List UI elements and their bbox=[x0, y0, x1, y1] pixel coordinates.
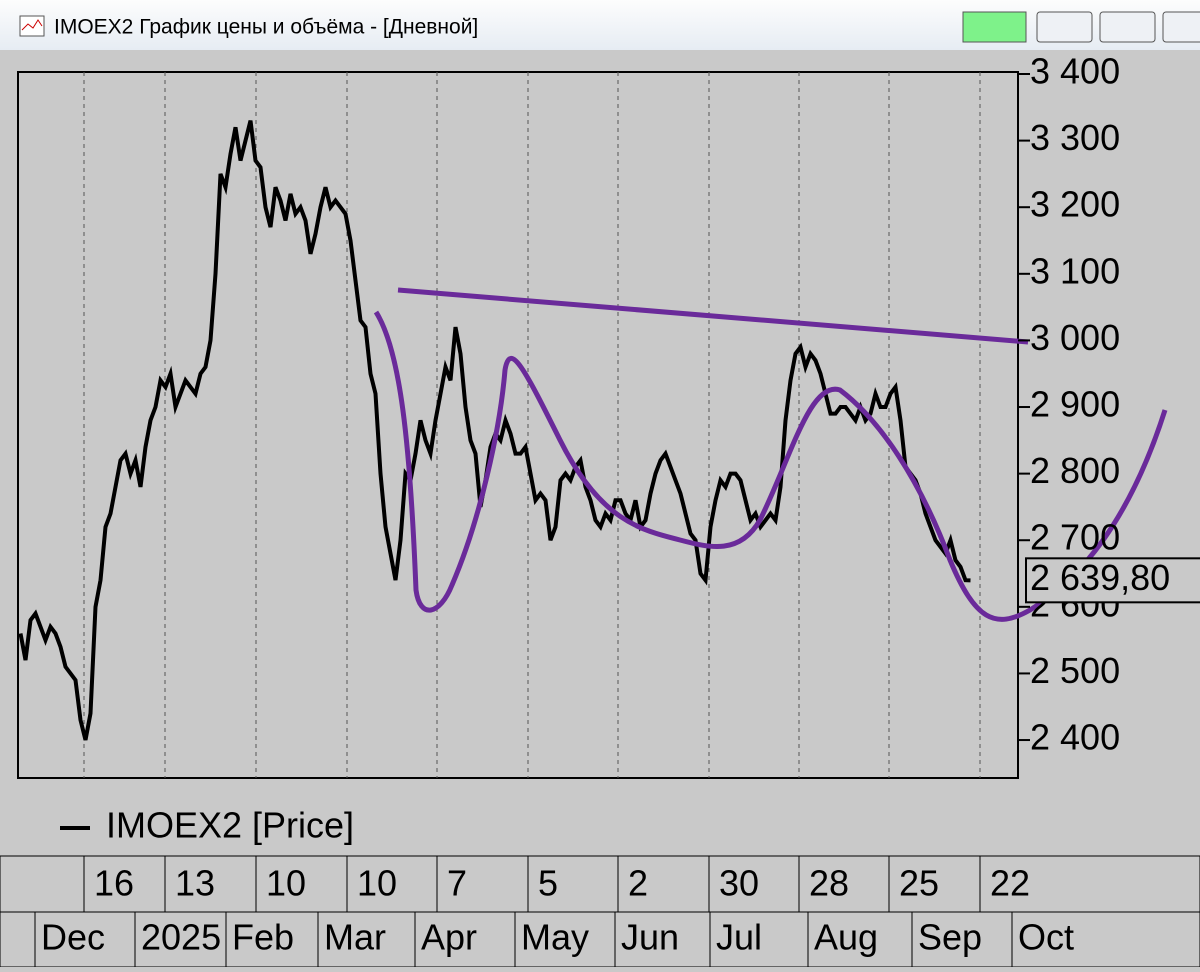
x-tick-label: 28 bbox=[809, 863, 849, 904]
x-tick-label: 2 bbox=[628, 863, 648, 904]
minimize-button[interactable] bbox=[1036, 11, 1093, 43]
y-tick-label: 2 700 bbox=[1030, 517, 1120, 558]
freehand-curve bbox=[373, 310, 1168, 622]
x-tick-label: 7 bbox=[447, 863, 467, 904]
y-tick-label: 2 400 bbox=[1030, 717, 1120, 758]
month-label: Sep bbox=[918, 917, 982, 958]
month-label: Aug bbox=[814, 917, 878, 958]
month-label: Apr bbox=[421, 917, 477, 958]
legend-label: IMOEX2 [Price] bbox=[106, 805, 354, 846]
last-price-label: 2 639,80 bbox=[1030, 557, 1170, 598]
y-tick-label: 3 400 bbox=[1030, 51, 1120, 92]
trend-line bbox=[397, 287, 1029, 345]
y-tick-label: 2 800 bbox=[1030, 450, 1120, 491]
y-tick-label: 3 000 bbox=[1030, 317, 1120, 358]
close-button[interactable] bbox=[1162, 11, 1200, 43]
window-icon bbox=[19, 15, 45, 37]
month-label: May bbox=[521, 917, 589, 958]
x-tick-label: 30 bbox=[719, 863, 759, 904]
month-label: Dec bbox=[41, 917, 105, 958]
x-tick-label: 10 bbox=[357, 863, 397, 904]
y-tick-label: 3 100 bbox=[1030, 250, 1120, 291]
month-label: Mar bbox=[324, 917, 386, 958]
x-tick-label: 10 bbox=[266, 863, 306, 904]
y-tick-label: 2 500 bbox=[1030, 650, 1120, 691]
maximize-button[interactable] bbox=[1099, 11, 1156, 43]
month-label: Jul bbox=[716, 917, 762, 958]
month-label: Oct bbox=[1018, 917, 1074, 958]
y-tick-label: 3 200 bbox=[1030, 184, 1120, 225]
x-tick-label: 16 bbox=[94, 863, 134, 904]
y-tick-label: 3 300 bbox=[1030, 117, 1120, 158]
month-label: 2025 bbox=[141, 917, 221, 958]
window-title: IMOEX2 График цены и объёма - [Дневной] bbox=[54, 16, 478, 39]
link-button[interactable] bbox=[962, 11, 1027, 43]
y-tick-label: 2 900 bbox=[1030, 384, 1120, 425]
x-tick-label: 13 bbox=[175, 863, 215, 904]
x-tick-label: 22 bbox=[990, 863, 1030, 904]
plot-area bbox=[17, 71, 1019, 779]
x-tick-label: 5 bbox=[538, 863, 558, 904]
month-label: Jun bbox=[621, 917, 679, 958]
x-tick-label: 25 bbox=[899, 863, 939, 904]
month-label: Feb bbox=[232, 917, 294, 958]
last-price-box bbox=[1025, 557, 1200, 604]
window-icon-line bbox=[21, 19, 43, 31]
